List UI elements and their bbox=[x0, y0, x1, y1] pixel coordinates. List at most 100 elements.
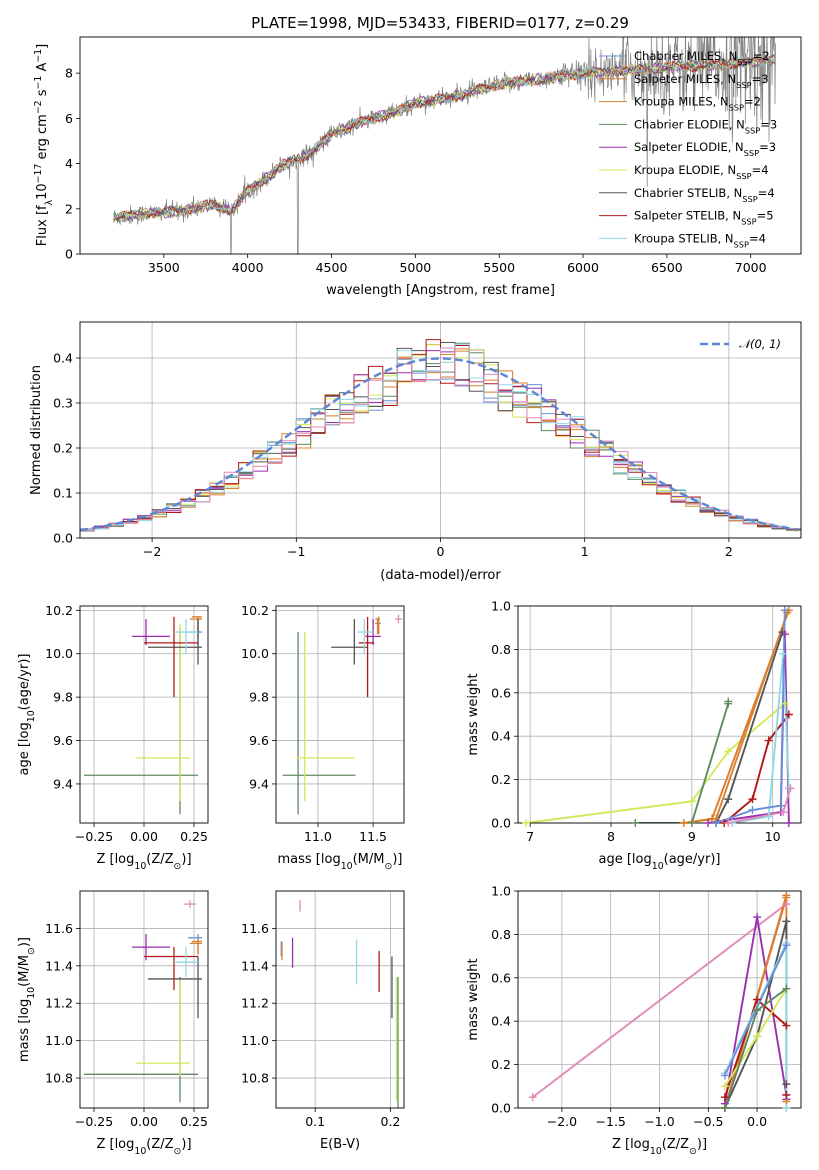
x-axis-label-part: ⊙ bbox=[689, 1146, 697, 1157]
weight-point-marker bbox=[782, 941, 791, 950]
x-axis-label-part: )] bbox=[181, 1137, 191, 1152]
x-axis-label-part: (Z/Z bbox=[146, 852, 173, 867]
weight-point-marker bbox=[724, 819, 733, 827]
weight-point-marker bbox=[776, 801, 785, 810]
legend-entry-part: Kroupa MILES bbox=[634, 95, 713, 109]
weight-point-marker bbox=[753, 1032, 762, 1041]
weight-point-marker bbox=[720, 1071, 729, 1080]
x-tick-label: 4500 bbox=[316, 260, 348, 275]
weight-point-marker bbox=[687, 819, 696, 827]
legend-entry-part: Kroupa STELIB bbox=[634, 231, 718, 245]
legend-entry-part: Salpeter STELIB bbox=[634, 209, 725, 223]
legend-entry: Chabrier STELIB, NSSP=4 bbox=[634, 186, 775, 204]
weight-point-marker bbox=[764, 736, 773, 745]
legend-entry-part: SSP bbox=[744, 148, 759, 158]
x-axis-label-part: )] bbox=[181, 852, 191, 867]
weight-point-marker bbox=[782, 1021, 791, 1030]
x-tick-label: 9 bbox=[688, 829, 696, 844]
y-tick-label: 11.0 bbox=[45, 1033, 73, 1048]
x-axis-label-part: 10 bbox=[134, 1146, 146, 1157]
x-axis-label-part: (Z/Z bbox=[146, 1137, 173, 1152]
x-tick-label: 0.25 bbox=[180, 1114, 208, 1129]
legend-entry: Salpeter STELIB, NSSP=5 bbox=[634, 209, 774, 227]
model-spectrum-line bbox=[113, 56, 776, 220]
x-tick-label: 6000 bbox=[567, 260, 599, 275]
y-axis-label-part: −17 bbox=[33, 164, 44, 184]
weight-point-marker bbox=[720, 1104, 729, 1112]
x-axis-label-part: 10 bbox=[134, 861, 146, 872]
x-tick-label: 8 bbox=[607, 829, 615, 844]
legend-entry-part: , N bbox=[713, 95, 729, 109]
x-tick-label: 0.00 bbox=[130, 829, 158, 844]
x-tick-label: −2 bbox=[143, 544, 161, 559]
histogram-steps bbox=[80, 347, 801, 532]
legend-entry: 𝒩(0, 1) bbox=[739, 337, 781, 351]
age-vs-mass-frame bbox=[275, 605, 405, 824]
x-axis-label: Z [log10(Z/Z⊙)] bbox=[96, 1137, 191, 1157]
y-tick-label: 1.0 bbox=[491, 884, 511, 899]
legend-entry: Chabrier MILES, NSSP=2 bbox=[634, 49, 770, 67]
y-axis-label-part: 10 bbox=[26, 710, 37, 722]
legend-entry-part: , N bbox=[720, 163, 736, 177]
legend-entry: Salpeter ELODIE, NSSP=3 bbox=[634, 140, 776, 158]
legend-entry: Kroupa ELODIE, NSSP=4 bbox=[634, 163, 769, 181]
y-tick-label: 11.6 bbox=[45, 921, 73, 936]
x-axis-label-part: 10 bbox=[650, 1146, 662, 1157]
x-axis-label-part: 10 bbox=[341, 861, 353, 872]
y-tick-label: 4 bbox=[65, 156, 73, 171]
y-axis-label-part: 10 bbox=[26, 987, 37, 999]
legend-entry-part: , N bbox=[726, 186, 742, 200]
x-axis-label-part: Z [log bbox=[96, 852, 134, 867]
x-axis-label-part: mass [log bbox=[278, 852, 341, 867]
age-vs-Z-plot-area bbox=[84, 616, 202, 815]
normal-curve bbox=[80, 357, 799, 532]
spectrum-frame bbox=[79, 36, 802, 255]
spectrum-panel: 3500 4000 4500 5000 5500 6000 6500 7000 0 2 4 6 8 wav… bbox=[33, 36, 802, 298]
legend-entry-part: , N bbox=[721, 49, 737, 63]
x-tick-label: 11.5 bbox=[359, 829, 387, 844]
legend-entry-part: SSP bbox=[741, 217, 756, 227]
weight-point-marker bbox=[748, 795, 757, 804]
x-axis-label: Z [log10(Z/Z⊙)] bbox=[612, 1137, 707, 1157]
legend-entry-part: SSP bbox=[742, 194, 757, 204]
y-tick-label: 0.4 bbox=[53, 351, 73, 366]
y-axis-label-part: (M/M bbox=[17, 955, 32, 987]
weight-point-marker bbox=[724, 795, 733, 804]
age-vs-mass-plot-area bbox=[282, 614, 402, 815]
y-tick-label: 0.2 bbox=[491, 772, 511, 787]
y-tick-label: 8 bbox=[65, 66, 73, 81]
x-axis-label-part: ⊙ bbox=[384, 861, 392, 872]
weight-point-marker bbox=[631, 819, 640, 827]
x-tick-label: 5500 bbox=[483, 260, 515, 275]
weight-vs-age-frame bbox=[517, 605, 802, 824]
y-tick-label: 0.1 bbox=[53, 486, 73, 501]
legend-entry-part: Kroupa ELODIE bbox=[634, 163, 720, 177]
legend-entry: Kroupa MILES, NSSP=2 bbox=[634, 95, 761, 113]
y-tick-label: 9.4 bbox=[249, 776, 269, 791]
y-tick-label: 11.0 bbox=[241, 1033, 269, 1048]
x-axis-label-part: ⊙ bbox=[174, 861, 182, 872]
legend-entry-part: (0, 1) bbox=[750, 337, 781, 351]
y-tick-label: 0.4 bbox=[491, 729, 511, 744]
weight-point-marker bbox=[780, 699, 789, 708]
weight-line bbox=[532, 903, 787, 1098]
x-tick-label: 5000 bbox=[399, 260, 431, 275]
legend-entry: Salpeter MILES, NSSP=3 bbox=[634, 72, 769, 90]
x-axis-label: age [log10(age/yr)] bbox=[599, 852, 721, 872]
legend-entry-part: =3 bbox=[752, 72, 769, 86]
model-spectrum-line bbox=[113, 53, 775, 223]
x-tick-label: 0.00 bbox=[130, 1114, 158, 1129]
legend-entry-part: =2 bbox=[753, 49, 770, 63]
weight-point-marker bbox=[779, 808, 788, 817]
y-axis-label-part: A bbox=[35, 63, 50, 76]
x-axis-label-part: Z [log bbox=[96, 1137, 134, 1152]
x-axis-label-part: )] bbox=[392, 852, 402, 867]
x-tick-label: 3500 bbox=[148, 260, 180, 275]
legend-entry-part: Chabrier MILES bbox=[634, 49, 721, 63]
y-axis-label-part: −2 bbox=[33, 100, 44, 114]
y-axis-label: mass [log10(M/M⊙)] bbox=[17, 937, 37, 1062]
y-axis-label-part: λ bbox=[44, 199, 55, 205]
y-tick-label: 0.2 bbox=[53, 441, 73, 456]
weight-vs-Z-panel: −2.0 −1.5 −1.0 −0.5 0.0 0.0 0.2 0.4 0.6 0.8 1.0 Z [… bbox=[466, 884, 802, 1157]
legend-entry-part: =3 bbox=[759, 140, 776, 154]
